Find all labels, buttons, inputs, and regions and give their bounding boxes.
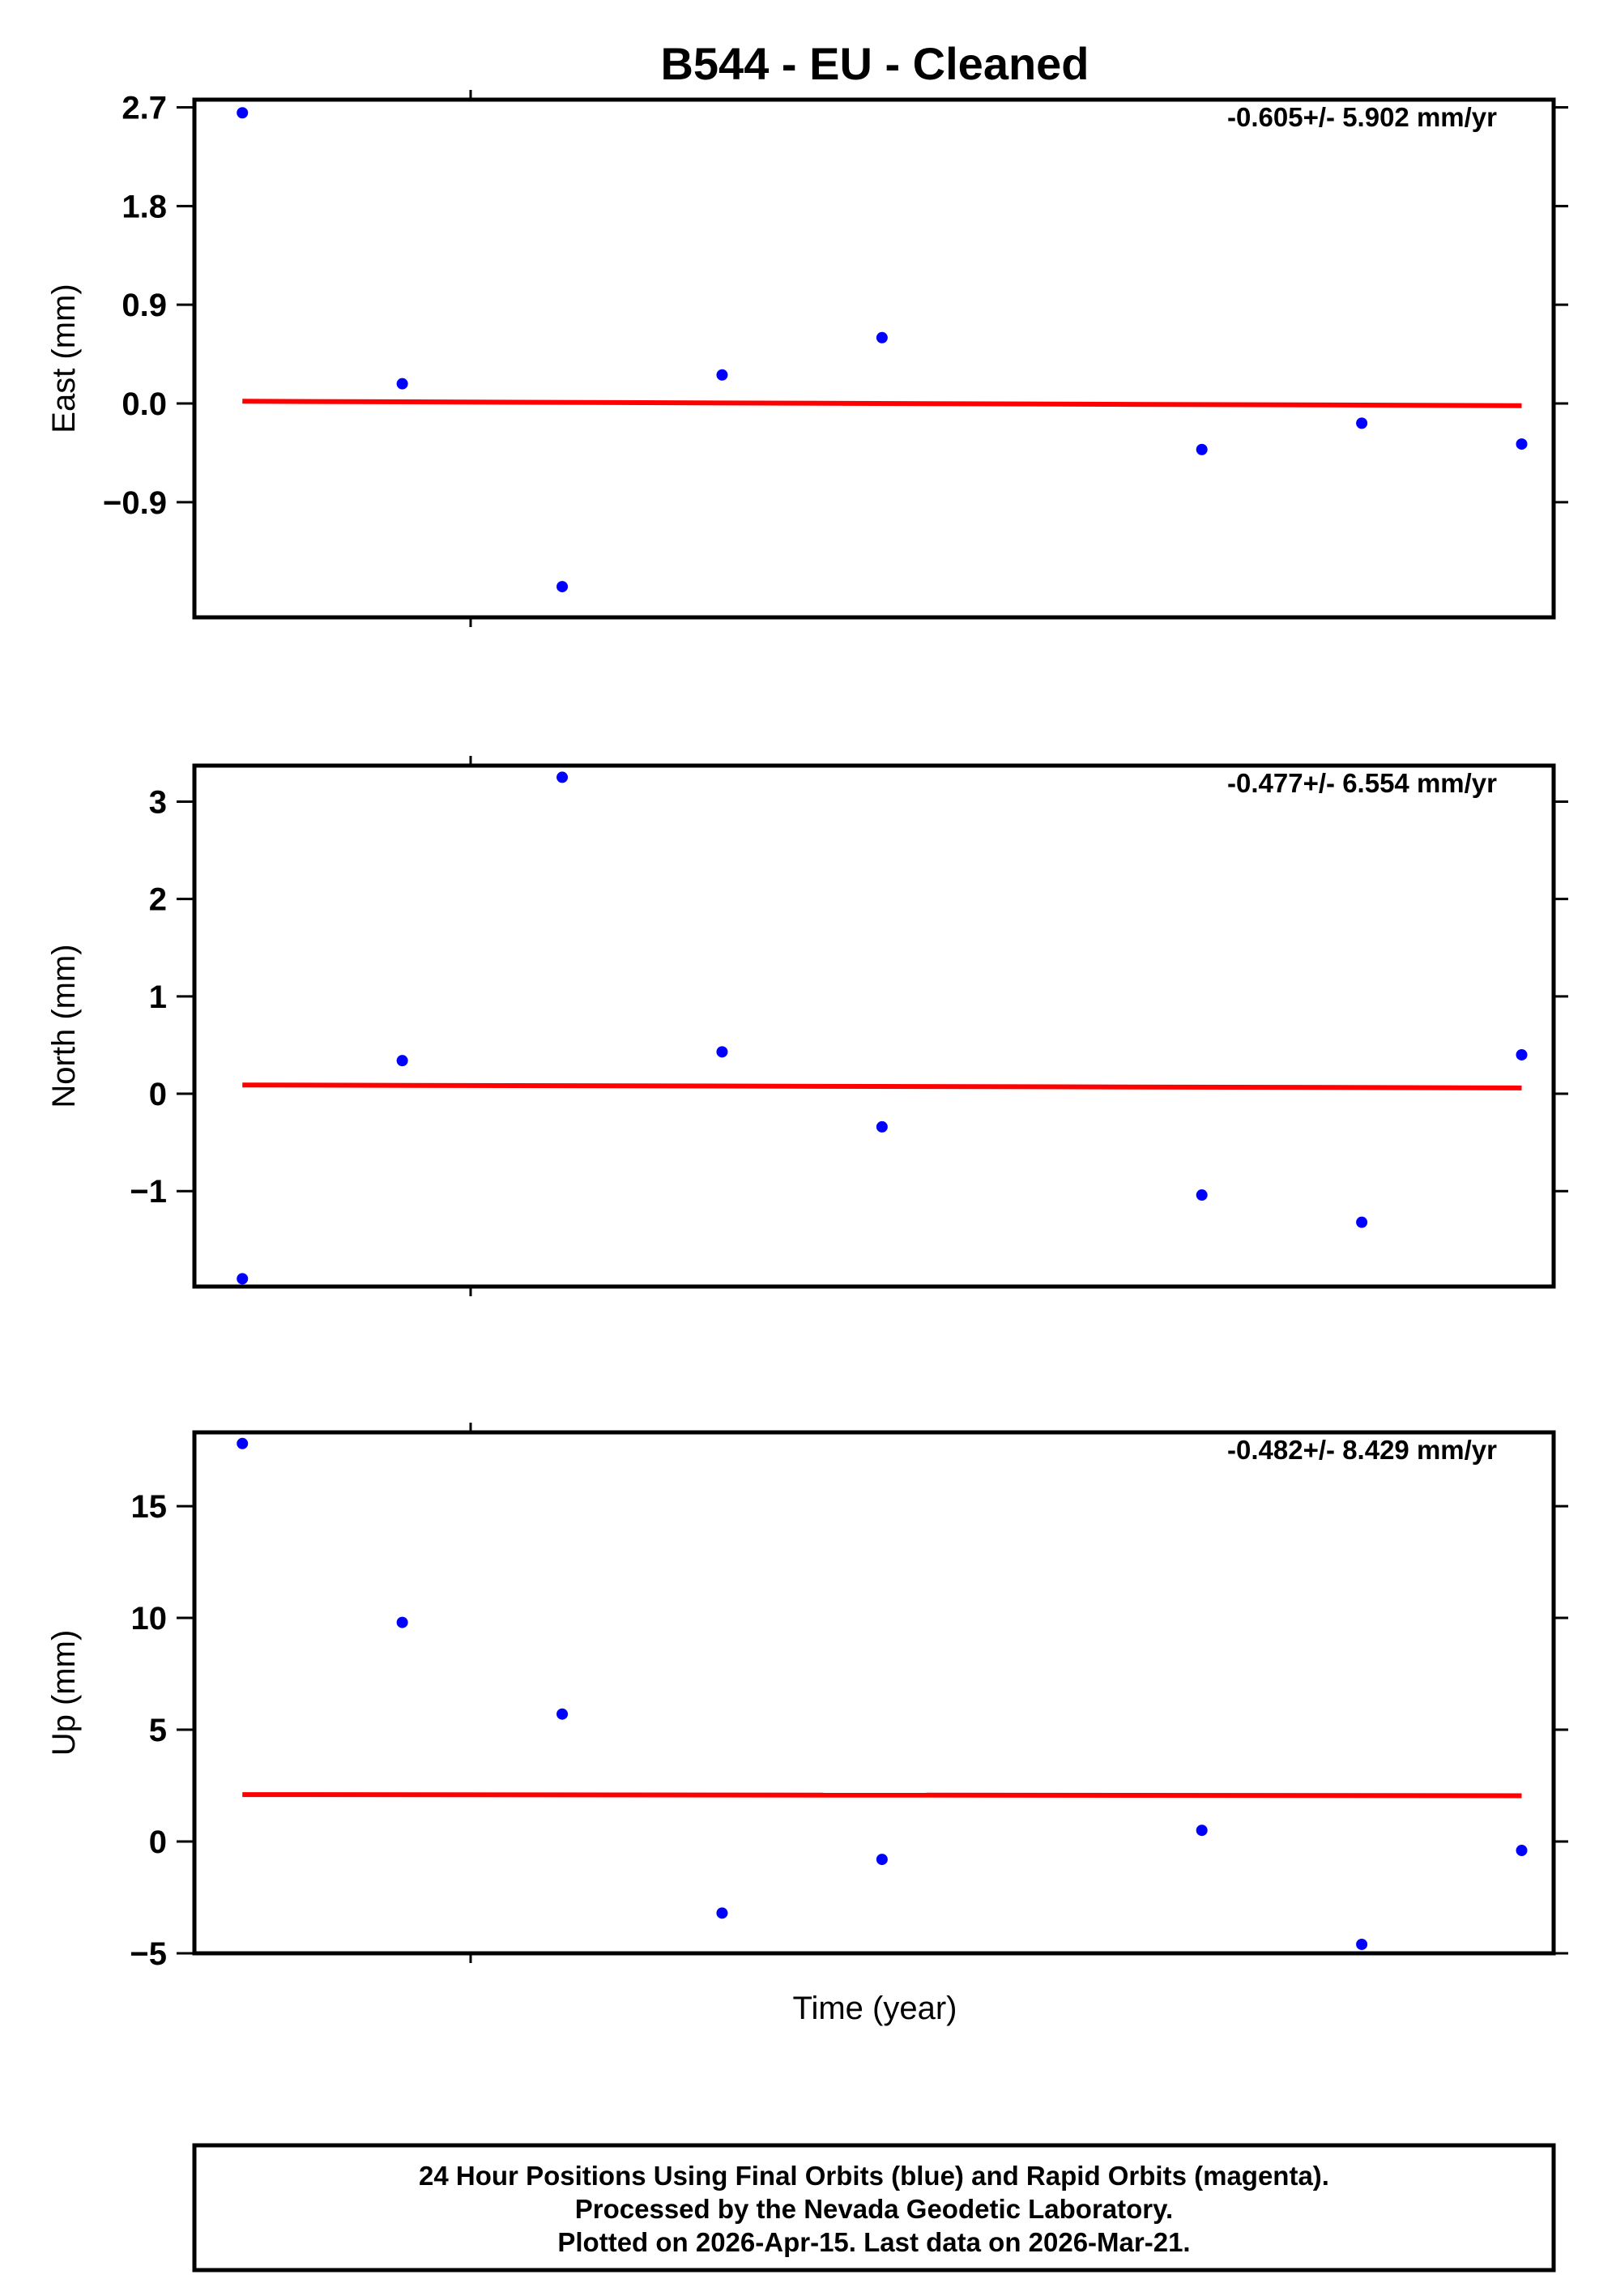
panel-3: 15 10 5 0 −5 Up (mm) -0.482+/- 8.429 mm/yr <box>46 1423 1568 1972</box>
data-point <box>556 771 569 783</box>
data-point <box>237 1437 249 1449</box>
panel-2: 3 2 1 0 −1 North (mm) -0.477+/- 6.554 mm/yr <box>46 756 1568 1296</box>
data-point <box>1516 1048 1528 1061</box>
data-point <box>716 1046 728 1058</box>
trend-line <box>242 1082 1522 1090</box>
y-axis-label: East (mm) <box>46 284 82 433</box>
data-point <box>556 581 569 593</box>
x-axis-label: Time (year) <box>793 1991 957 2026</box>
rate-annotation: -0.482+/- 8.429 mm/yr <box>1227 1435 1497 1465</box>
data-point <box>1356 1216 1368 1228</box>
y-tick-label: 1 <box>149 979 167 1015</box>
footer-line-3: Plotted on 2026-Apr-15. Last data on 202… <box>557 2227 1190 2257</box>
trend-line <box>242 399 1522 408</box>
data-point <box>237 107 249 119</box>
panels: 2.7 1.8 0.9 0.0 −0.9 East (mm) -0.605+/- 5.902… <box>46 90 1568 1972</box>
y-tick-label: 0.0 <box>122 386 167 422</box>
data-point <box>1196 1189 1208 1201</box>
panel-1: 2.7 1.8 0.9 0.0 −0.9 East (mm) -0.605+/- 5.902… <box>46 90 1568 627</box>
data-point <box>876 1854 888 1866</box>
y-tick-label: 0.9 <box>122 288 167 323</box>
y-axis-label: North (mm) <box>46 944 82 1107</box>
data-point <box>1356 417 1368 429</box>
footer-line-1: 24 Hour Positions Using Final Orbits (bl… <box>419 2161 1329 2191</box>
y-axis-label: Up (mm) <box>46 1630 82 1756</box>
y-tick-label: 2.7 <box>122 90 167 126</box>
data-point <box>1196 1824 1208 1837</box>
data-point <box>1516 1845 1528 1857</box>
y-tick-label: 15 <box>131 1489 168 1525</box>
data-point <box>237 1273 249 1285</box>
rate-annotation: -0.605+/- 5.902 mm/yr <box>1227 102 1497 132</box>
y-tick-label: 1.8 <box>122 189 167 224</box>
y-tick-label: 5 <box>149 1713 167 1748</box>
plot-frame <box>192 97 1556 620</box>
y-tick-label: 0 <box>149 1824 167 1860</box>
rate-annotation: -0.477+/- 6.554 mm/yr <box>1227 768 1497 798</box>
data-point <box>396 378 408 390</box>
data-point <box>396 1055 408 1067</box>
data-point <box>876 1120 888 1133</box>
footer-box: 24 Hour Positions Using Final Orbits (bl… <box>192 2143 1556 2273</box>
y-tick-label: 3 <box>149 784 167 820</box>
y-tick-label: −0.9 <box>103 485 167 521</box>
y-tick-label: −1 <box>130 1174 167 1210</box>
y-tick-label: 0 <box>149 1077 167 1112</box>
data-point <box>1196 443 1208 455</box>
data-point <box>396 1616 408 1628</box>
data-point <box>1516 438 1528 450</box>
y-tick-label: −5 <box>130 1936 167 1972</box>
y-tick-label: 2 <box>149 882 167 918</box>
y-tick-label: 10 <box>131 1601 168 1637</box>
figure-title: B544 - EU - Cleaned <box>660 38 1089 89</box>
data-point <box>876 331 888 344</box>
footer-line-2: Processed by the Nevada Geodetic Laborat… <box>575 2194 1173 2224</box>
data-point <box>716 369 728 381</box>
plot-frame <box>192 1430 1556 1956</box>
data-point <box>556 1708 569 1720</box>
data-point <box>716 1907 728 1919</box>
data-point <box>1356 1938 1368 1950</box>
plot-frame <box>192 763 1556 1289</box>
